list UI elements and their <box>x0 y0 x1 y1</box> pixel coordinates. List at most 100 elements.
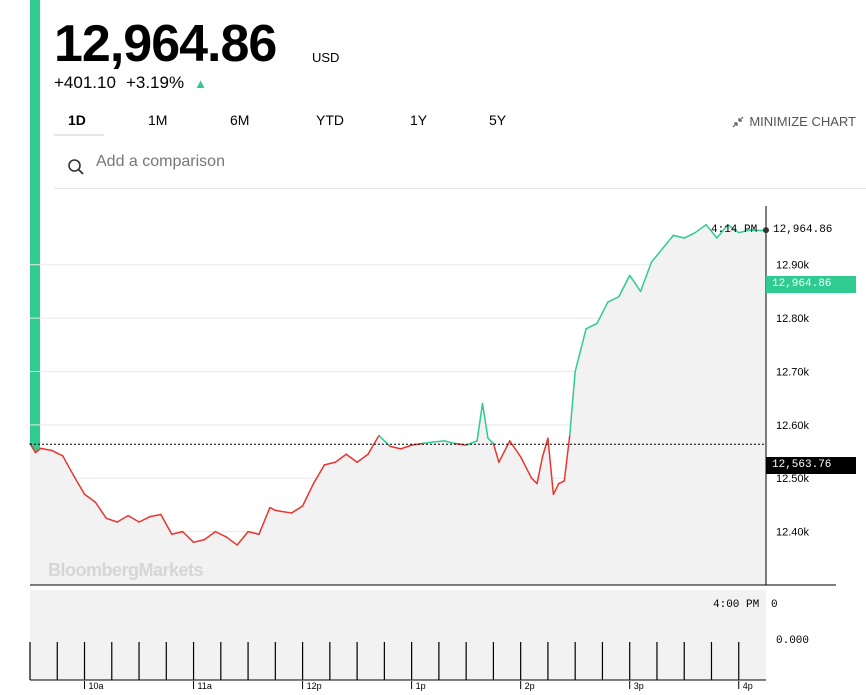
price-segment <box>443 440 456 445</box>
price-segment <box>618 274 631 298</box>
crosshair-value: 12,964.86 <box>773 224 833 236</box>
price-segment <box>160 513 173 536</box>
price-segment <box>727 223 740 234</box>
price-segment <box>312 464 326 485</box>
tab-1m[interactable]: 1M <box>148 112 168 128</box>
tab-1y[interactable]: 1Y <box>410 112 428 128</box>
price-segment <box>236 530 249 546</box>
price-segment <box>432 440 446 443</box>
price-segment <box>105 517 118 523</box>
price-segment <box>34 447 42 454</box>
price-segment <box>51 449 59 454</box>
accent-bar <box>30 0 40 470</box>
comparison-input[interactable] <box>94 152 288 172</box>
price-segment <box>274 509 282 513</box>
volume-bars <box>29 642 766 681</box>
volume-value: 0 <box>771 599 778 611</box>
y-tick-label: 12.80k <box>776 313 810 325</box>
tab-6m[interactable]: 6M <box>230 112 250 128</box>
price-segment <box>116 514 129 523</box>
active-tab-indicator <box>54 134 104 136</box>
price-segment <box>258 506 271 536</box>
price-segment <box>181 530 195 544</box>
price-segment <box>421 441 435 445</box>
price-segment <box>574 328 587 373</box>
price-segment <box>525 466 533 479</box>
price-segment <box>40 447 53 452</box>
y-tick-label: 12.90k <box>776 260 810 272</box>
x-axis: 10a 11a 12p 1p 2p 3p 4p <box>84 681 753 691</box>
change-value: +401.10 <box>54 73 116 92</box>
price-segment <box>568 370 576 437</box>
x-tick-label: 1p <box>416 681 426 691</box>
y-axis: 12.40k 12.50k 12.60k 12.70k 12.80k 12.90k <box>30 206 836 586</box>
price-segment <box>83 493 97 504</box>
price-segment <box>127 514 140 523</box>
y-tick-label: 12.50k <box>776 473 810 485</box>
range-tabs: 1D 1M 6M YTD 1Y 5Y MINIMIZE CHART <box>54 108 866 136</box>
price-segment <box>225 536 238 546</box>
price-segment <box>639 261 653 293</box>
price-segment <box>650 247 664 263</box>
price-segment <box>149 513 162 518</box>
price-segment <box>334 453 347 463</box>
previous-close-badge: 12,563.76 <box>766 457 856 474</box>
price-segment <box>552 482 560 496</box>
price-segment <box>192 538 206 544</box>
price-segment <box>399 444 413 450</box>
price-segment <box>280 510 293 514</box>
price-segment <box>214 530 228 538</box>
minimize-icon <box>732 116 744 127</box>
price-segment <box>476 402 484 442</box>
crosshair-time: 4:14 PM <box>711 224 758 236</box>
price-segment <box>661 234 675 250</box>
price-segment <box>503 440 511 453</box>
volume-area <box>30 590 766 680</box>
minimize-chart-label: MINIMIZE CHART <box>749 114 856 129</box>
tab-ytd[interactable]: YTD <box>316 112 344 128</box>
volume-axis-zero: 0.000 <box>776 635 810 647</box>
x-tick-label: 10a <box>89 681 104 691</box>
price-segment <box>290 505 304 514</box>
price-segment <box>596 301 609 325</box>
price-segment <box>683 231 696 239</box>
price-segment <box>558 480 566 485</box>
last-point-marker <box>763 227 769 234</box>
price-segment <box>378 434 391 447</box>
change-percent: +3.19% <box>125 73 185 92</box>
price-segment <box>170 530 184 536</box>
y-tick-label: 12.60k <box>776 420 810 432</box>
price-segment <box>541 437 549 458</box>
x-tick-label: 11a <box>198 681 212 691</box>
currency-label: USD <box>312 50 340 65</box>
price-segment <box>454 442 467 446</box>
x-tick-label: 2p <box>525 681 535 691</box>
price-segment <box>61 455 75 477</box>
minimize-chart-button[interactable]: MINIMIZE CHART <box>731 114 856 129</box>
price-segment <box>487 437 495 445</box>
price-segment <box>519 456 527 469</box>
price-segment <box>94 501 108 520</box>
price-segment <box>367 434 380 455</box>
price-segment <box>29 442 37 454</box>
price-segment <box>536 456 544 485</box>
price-segment <box>410 442 424 446</box>
price-segment <box>203 530 217 541</box>
price-segment <box>138 515 151 523</box>
price-segment <box>672 234 685 239</box>
price-segment <box>530 477 538 485</box>
price-segment <box>509 440 516 450</box>
price: 12,964.86 <box>54 15 277 73</box>
price-segment <box>301 482 315 507</box>
price-segment <box>563 434 571 482</box>
last-value-badge: 12,964.86 <box>766 276 856 293</box>
tab-1d[interactable]: 1D <box>68 112 86 128</box>
y-tick-label: 12.40k <box>776 527 810 539</box>
price-segment <box>269 506 277 512</box>
tab-5y[interactable]: 5Y <box>489 112 507 128</box>
change-row: +401.10 +3.19% ▲ <box>54 73 207 93</box>
price-segment <box>56 452 64 457</box>
price-segment <box>628 274 642 293</box>
chart-lines <box>29 223 767 546</box>
